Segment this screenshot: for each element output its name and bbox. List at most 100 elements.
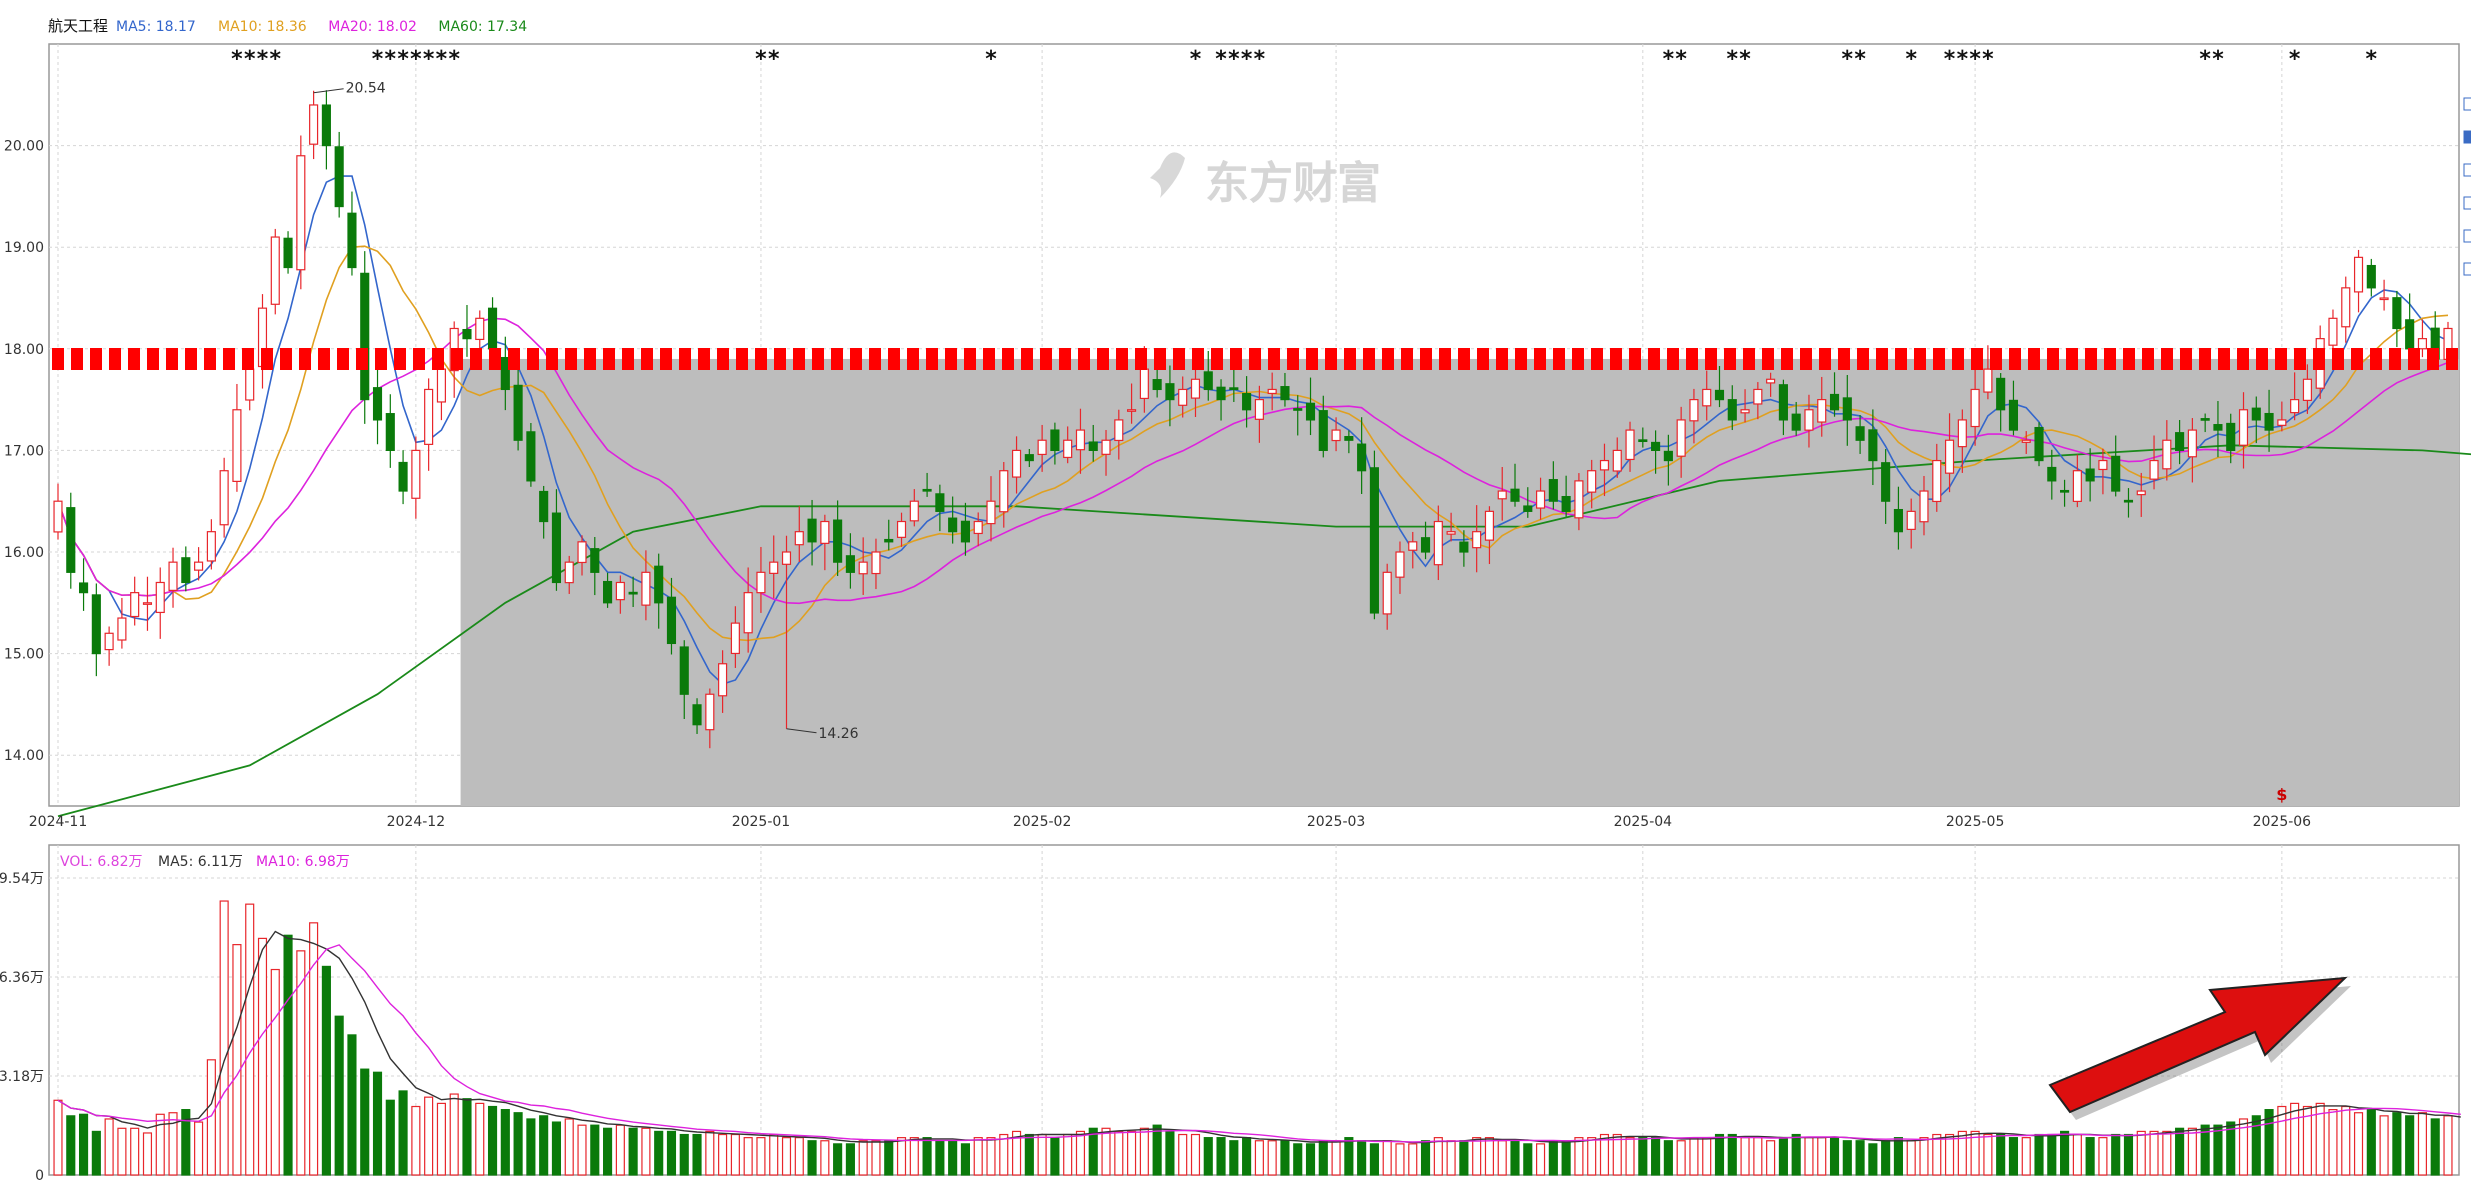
x-tick-label: 2024-11 — [29, 814, 88, 830]
candle-body — [500, 356, 510, 391]
volume-bar — [2136, 1130, 2146, 1176]
watermark-logo-icon — [1150, 152, 1185, 198]
candle-body — [78, 582, 89, 594]
event-star-mark: * — [2289, 47, 2301, 72]
volume-bar — [1855, 1140, 1865, 1176]
event-star-mark: * — [1190, 47, 1202, 72]
volume-bar — [2047, 1133, 2057, 1176]
candle-body — [1395, 551, 1405, 578]
volume-bar — [1829, 1137, 1840, 1176]
volume-bar — [1689, 1137, 1699, 1176]
high-annotation: 20.54 — [346, 81, 386, 97]
volume-bar — [1229, 1140, 1239, 1176]
volume-bar — [2417, 1112, 2428, 1176]
event-star-mark: * — [1842, 47, 1854, 72]
candle-body — [1893, 508, 1903, 533]
volume-bar — [539, 1115, 549, 1176]
checkbox[interactable] — [2463, 163, 2471, 177]
volume-bar — [1804, 1137, 1814, 1176]
candle-body — [743, 592, 753, 634]
ma-legend-item: MA20: 18.02 — [328, 19, 417, 35]
candle-body — [2251, 407, 2261, 421]
volume-bar — [641, 1127, 651, 1176]
checkbox[interactable] — [2463, 196, 2471, 210]
candle-body — [1574, 480, 1584, 519]
volume-bar — [2085, 1137, 2095, 1176]
candle-body — [1536, 490, 1546, 509]
candle-body — [2123, 499, 2134, 503]
volume-bar — [1587, 1137, 1597, 1176]
ma-legend-item: MA5: 18.17 — [116, 19, 196, 35]
volume-bar — [999, 1133, 1009, 1176]
candle-body — [794, 531, 804, 546]
candle-body — [2021, 439, 2031, 443]
event-star-mark: * — [436, 47, 448, 72]
candle-body — [1024, 454, 1034, 462]
volume-bar — [666, 1130, 677, 1176]
candle-body — [2111, 455, 2121, 492]
ma-legend-item: MA60: 17.34 — [438, 19, 527, 35]
price-y-tick-label: 19.00 — [4, 240, 44, 256]
volume-bar — [2238, 1118, 2249, 1176]
volume-bar — [360, 1068, 370, 1176]
checkbox[interactable] — [2463, 262, 2471, 276]
candle-body — [564, 561, 574, 584]
volume-bar — [1127, 1130, 1137, 1176]
volume-bar — [1702, 1137, 1712, 1176]
checkbox[interactable] — [2463, 130, 2471, 144]
event-star-mark: * — [985, 47, 997, 72]
candle-body — [2328, 317, 2338, 346]
volume-bar — [2149, 1130, 2159, 1176]
candle-body — [1612, 449, 1622, 472]
price-y-tick-label: 15.00 — [4, 647, 44, 663]
volume-bar — [1114, 1130, 1124, 1176]
candle-body — [666, 596, 677, 645]
volume-bar — [1625, 1137, 1635, 1176]
volume-bar — [756, 1137, 766, 1176]
event-star-mark: * — [1254, 47, 1266, 72]
candle-body — [270, 236, 280, 305]
candle-body — [181, 557, 191, 584]
right-edge-controls[interactable] — [2463, 97, 2471, 276]
candle-body — [1855, 426, 1865, 441]
candle-body — [1561, 495, 1571, 512]
candle-body — [781, 551, 792, 565]
candle-body — [1446, 531, 1456, 535]
volume-bar — [960, 1143, 970, 1176]
annotation-pointer — [786, 728, 817, 734]
volume-bar — [245, 903, 255, 1176]
checkbox[interactable] — [2463, 229, 2471, 243]
volume-legend-item: VOL: 6.82万 — [60, 854, 143, 870]
volume-bar — [321, 965, 331, 1176]
volume-bar — [2162, 1130, 2172, 1176]
candle-body — [999, 470, 1009, 513]
candle-body — [130, 592, 140, 618]
candle-body — [2405, 319, 2415, 350]
event-star-mark: * — [1675, 47, 1687, 72]
volume-bar — [219, 900, 229, 1176]
event-star-mark: * — [372, 47, 384, 72]
candle-body — [1229, 387, 1239, 391]
volume-bar — [1267, 1140, 1277, 1176]
candle-body — [1459, 541, 1469, 553]
volume-bar — [1331, 1140, 1341, 1176]
checkbox[interactable] — [2463, 97, 2471, 111]
volume-bar — [78, 1113, 89, 1176]
candle-body — [1127, 409, 1137, 412]
volume-bar — [1574, 1137, 1584, 1176]
volume-bar — [2175, 1127, 2185, 1176]
candle-body — [1190, 378, 1201, 399]
volume-legend-item: MA10: 6.98万 — [256, 854, 350, 870]
event-star-mark: * — [2199, 47, 2211, 72]
volume-bar — [1101, 1127, 1111, 1176]
price-y-tick-label: 18.00 — [4, 342, 44, 358]
candle-body — [398, 461, 408, 492]
candle-body — [2353, 256, 2364, 293]
event-star-mark: * — [768, 47, 780, 72]
candle-body — [2175, 432, 2185, 451]
candle-body — [1497, 490, 1507, 500]
event-star-mark: * — [2212, 47, 2224, 72]
volume-bar — [2200, 1124, 2210, 1176]
candle-body — [2379, 297, 2389, 301]
candle-body — [1881, 462, 1891, 502]
